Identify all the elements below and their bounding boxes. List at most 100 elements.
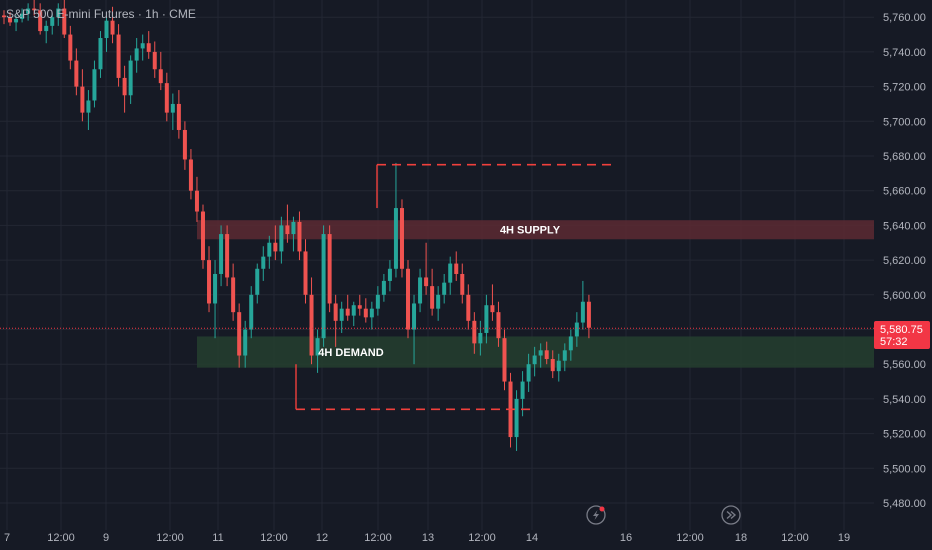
candle-body	[502, 338, 507, 382]
candle-body	[309, 294, 314, 356]
time-tick-label: 12:00	[156, 532, 184, 544]
candle-body	[92, 69, 97, 101]
zone-labels: 4H SUPPLY 4H DEMAND	[318, 225, 560, 359]
candle-body	[225, 234, 230, 278]
candle-body	[14, 18, 19, 23]
candle-body	[580, 301, 585, 323]
candle-body	[333, 303, 338, 321]
candle-body	[568, 336, 573, 351]
candle-body	[454, 263, 459, 274]
candle-body	[297, 221, 302, 252]
price-tick-label: 5,700.00	[883, 116, 926, 128]
candle-body	[550, 358, 555, 372]
candle-body	[393, 208, 398, 269]
candle-body	[484, 305, 489, 333]
candle-body	[375, 294, 380, 309]
candle-body	[26, 8, 31, 14]
time-tick-label: 11	[212, 532, 223, 544]
candle-body	[261, 256, 266, 269]
candle-body	[188, 159, 193, 191]
candle-body	[562, 350, 567, 361]
price-tick-label: 5,520.00	[883, 429, 926, 441]
price-axis[interactable]: 5,760.00 5,740.00 5,720.00 5,700.00 5,680.00…	[883, 12, 926, 510]
candle-body	[146, 43, 151, 52]
candle-body	[345, 308, 350, 316]
time-tick-label: 9	[103, 532, 109, 544]
price-tick-label: 5,500.00	[883, 463, 926, 475]
candle-body	[50, 17, 55, 26]
candle-body	[62, 8, 67, 35]
candle-body	[315, 338, 320, 356]
candle-body	[399, 208, 404, 269]
time-tick-label: 12:00	[364, 532, 392, 544]
time-axis[interactable]: 7 12:00 9 12:00 11 12:00 12 12:00 13 12:00 14 16 12:…	[4, 532, 850, 544]
candle-body	[532, 355, 537, 365]
candle-body	[466, 294, 471, 321]
candle-body	[140, 43, 145, 49]
dashed-levels	[0, 163, 874, 411]
candle-body	[472, 320, 477, 344]
supply-zone	[197, 220, 874, 240]
price-tick-label: 5,680.00	[883, 151, 926, 163]
candles	[2, 0, 591, 451]
candle-body	[448, 263, 453, 283]
candle-body	[586, 301, 591, 328]
candle-body	[478, 332, 483, 344]
candle-body	[249, 294, 254, 330]
price-tick-label: 5,660.00	[883, 186, 926, 198]
grid	[0, 0, 874, 530]
candle-body	[460, 273, 465, 295]
candle-body	[110, 20, 115, 35]
candle-body	[164, 83, 169, 113]
price-badge-countdown: 57:32	[880, 336, 908, 348]
candle-body	[38, 10, 43, 32]
candle-body	[20, 13, 25, 19]
time-tick-label: 12:00	[47, 532, 75, 544]
candle-body	[219, 234, 224, 274]
time-tick-label: 13	[422, 532, 434, 544]
time-tick-label: 12:00	[260, 532, 288, 544]
chart-title: S&P 500 E-mini Futures · 1h · CME	[6, 7, 196, 21]
candle-body	[213, 273, 218, 304]
time-tick-label: 7	[4, 532, 10, 544]
candle-body	[116, 34, 121, 78]
candle-body	[387, 268, 392, 281]
candle-body	[520, 381, 525, 399]
candle-body	[255, 268, 260, 295]
candle-body	[369, 308, 374, 318]
fast-forward-icon[interactable]	[721, 505, 741, 525]
candle-body	[339, 308, 344, 321]
time-tick-label: 14	[526, 532, 538, 544]
time-tick-label: 18	[735, 532, 747, 544]
candle-body	[381, 280, 386, 295]
candle-body	[412, 303, 417, 330]
candle-body	[267, 242, 272, 257]
candle-body	[490, 305, 495, 313]
candle-body	[231, 277, 236, 313]
candle-body	[104, 20, 109, 39]
candle-body	[406, 268, 411, 330]
candle-body	[285, 225, 290, 235]
lightning-icon[interactable]	[586, 505, 606, 525]
candle-body	[291, 221, 296, 235]
candle-body	[194, 190, 199, 212]
candle-body	[514, 398, 519, 438]
candle-body	[80, 86, 85, 113]
candle-body	[134, 48, 139, 61]
candle-body	[496, 312, 501, 339]
candle-body	[237, 312, 242, 356]
candle-body	[182, 129, 187, 160]
candle-body	[122, 77, 127, 96]
candle-body	[44, 25, 49, 32]
price-tick-label: 5,760.00	[883, 12, 926, 24]
candle-body	[32, 8, 37, 11]
price-badge-value: 5,580.75	[880, 324, 923, 336]
candle-body	[351, 305, 356, 316]
candle-body	[176, 103, 181, 130]
candle-body	[170, 103, 175, 113]
candle-body	[418, 277, 423, 304]
price-tick-label: 5,560.00	[883, 359, 926, 371]
time-tick-label: 12:00	[468, 532, 496, 544]
